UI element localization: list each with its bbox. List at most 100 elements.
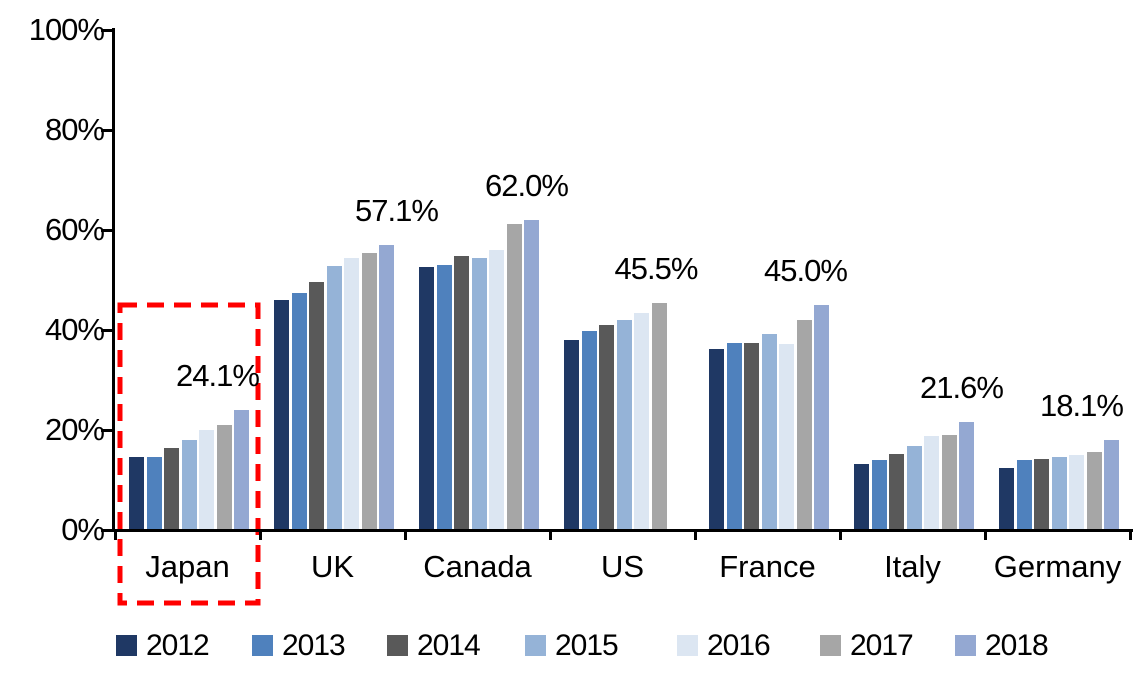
bar-2014-uk: [309, 282, 324, 530]
bar-2018-uk: [379, 244, 394, 530]
y-axis-label-40-: 40%: [44, 312, 105, 347]
legend-label-2015: 2015: [555, 629, 619, 662]
bar-2014-japan: [164, 447, 179, 530]
legend-item-2012: 2012: [116, 630, 236, 662]
legend-swatch-2017: [820, 635, 841, 656]
legend-swatch-2013: [252, 635, 273, 656]
bar-2015-japan: [181, 440, 197, 530]
y-axis-label-0-: 0%: [61, 512, 105, 547]
bar-2014-france: [744, 342, 759, 530]
bar-2015-uk: [326, 266, 342, 530]
bar-2012-germany: [999, 467, 1014, 530]
bar-2012-france: [709, 348, 724, 530]
bar-2013-france: [726, 342, 742, 530]
legend-item-2015: 2015: [525, 630, 645, 662]
legend-item-2017: 2017: [820, 630, 940, 662]
y-axis-label-60-: 60%: [44, 212, 105, 247]
bar-2017-uk: [361, 252, 377, 530]
legend-label-2012: 2012: [146, 629, 210, 662]
bar-2016-uk: [344, 257, 359, 530]
bar-2013-uk: [291, 292, 307, 530]
legend-swatch-2018: [955, 635, 976, 656]
data-label-japan: 24.1%: [176, 357, 260, 393]
y-tick-100-: [101, 29, 113, 32]
legend-label-2017: 2017: [850, 629, 914, 662]
bar-2012-uk: [274, 299, 289, 530]
x-tick-4: [694, 530, 697, 540]
legend-item-2013: 2013: [252, 630, 372, 662]
legend-swatch-2012: [116, 635, 137, 656]
bar-2016-italy: [924, 435, 939, 530]
bar-2012-italy: [854, 464, 869, 530]
y-tick-0-: [101, 529, 113, 532]
bar-2017-japan: [216, 424, 232, 530]
category-label-japan: Japan: [145, 549, 230, 584]
data-label-uk: 57.1%: [355, 192, 439, 228]
data-label-france: 45.0%: [764, 253, 848, 288]
data-label-germany: 18.1%: [1040, 387, 1124, 423]
category-label-uk: UK: [310, 549, 355, 584]
bar-2015-us: [616, 320, 632, 530]
bar-2013-canada: [436, 264, 452, 530]
x-axis-line: [112, 529, 1133, 532]
legend-swatch-2014: [387, 635, 408, 656]
bar-2015-canada: [471, 257, 487, 530]
bar-2013-japan: [146, 456, 162, 530]
data-label-us: 45.5%: [614, 250, 699, 286]
legend-item-2016: 2016: [677, 630, 797, 662]
x-tick-7: [1129, 530, 1132, 540]
y-tick-40-: [101, 329, 113, 332]
legend-item-2018: 2018: [955, 630, 1075, 662]
bar-2016-us: [634, 312, 649, 530]
category-label-us: US: [600, 549, 645, 584]
legend-swatch-2016: [677, 635, 698, 656]
bar-2013-italy: [871, 459, 887, 530]
bar-2014-canada: [454, 256, 469, 530]
bar-2017-germany: [1086, 451, 1102, 530]
bar-2014-us: [599, 324, 614, 530]
legend-label-2016: 2016: [707, 629, 771, 662]
y-tick-80-: [101, 129, 113, 132]
y-tick-60-: [101, 229, 113, 232]
x-tick-2: [404, 530, 407, 540]
bar-2017-canada: [506, 223, 522, 530]
bar-2018-italy: [959, 422, 974, 530]
x-tick-3: [549, 530, 552, 540]
x-tick-1: [259, 530, 262, 540]
bar-2018-japan: [234, 409, 249, 530]
y-axis-label-80-: 80%: [44, 112, 105, 147]
bar-2018-germany: [1104, 439, 1119, 530]
bar-2013-germany: [1016, 460, 1032, 530]
bar-2017-us: [651, 302, 667, 530]
category-label-canada: Canada: [423, 549, 532, 584]
bar-2017-france: [796, 319, 812, 530]
legend-label-2013: 2013: [282, 629, 346, 662]
category-label-france: France: [719, 549, 816, 584]
bar-2014-italy: [889, 453, 904, 530]
bar-2016-france: [779, 344, 794, 530]
bar-2018-canada: [524, 220, 539, 530]
bar-2018-france: [814, 305, 829, 530]
legend-swatch-2015: [525, 635, 546, 656]
bar-2012-japan: [129, 456, 144, 530]
legend-item-2014: 2014: [387, 630, 507, 662]
legend-label-2018: 2018: [985, 629, 1049, 662]
bar-2017-italy: [941, 434, 957, 530]
bar-2012-canada: [419, 266, 434, 530]
bar-2013-us: [581, 331, 597, 530]
y-axis-label-20-: 20%: [44, 412, 105, 447]
category-label-germany: Germany: [993, 549, 1122, 584]
x-tick-0: [114, 530, 117, 540]
bar-2014-germany: [1034, 458, 1049, 530]
legend-label-2014: 2014: [417, 629, 481, 662]
data-label-canada: 62.0%: [485, 168, 569, 203]
bar-2015-france: [761, 334, 777, 530]
x-tick-6: [984, 530, 987, 540]
y-tick-20-: [101, 429, 113, 432]
bar-2015-germany: [1051, 456, 1067, 530]
y-axis-label-100-: 100%: [28, 12, 105, 47]
y-axis-line: [112, 28, 115, 532]
bar-2016-germany: [1069, 454, 1084, 530]
bar-2012-us: [564, 339, 579, 530]
